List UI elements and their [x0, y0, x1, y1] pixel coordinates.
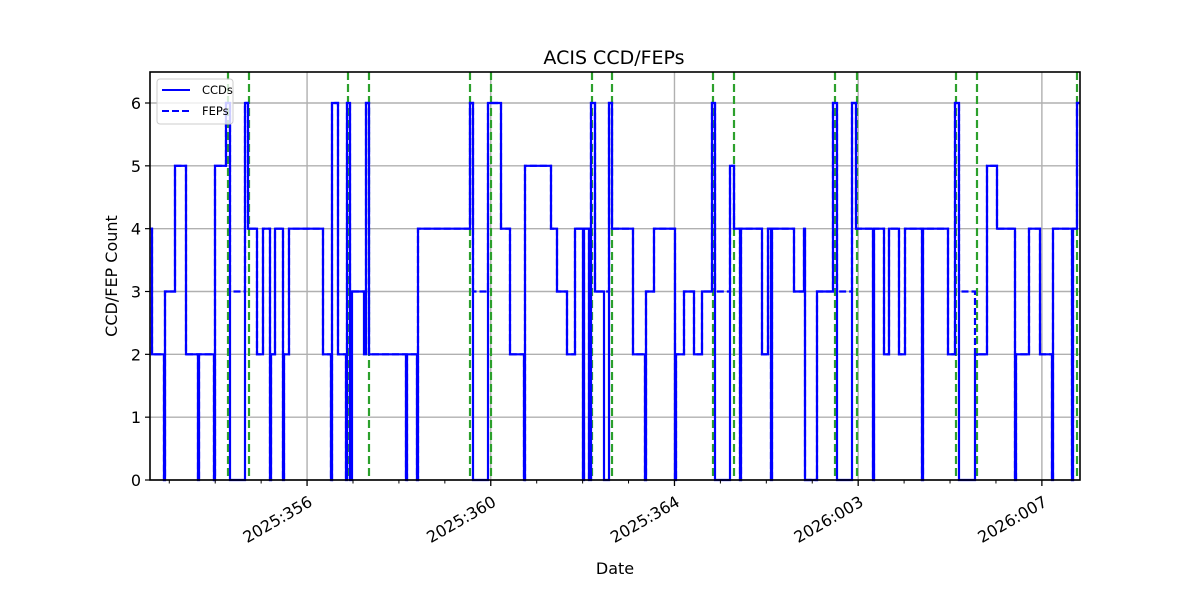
y-axis-label: CCD/FEP Count — [102, 215, 121, 337]
legend-feps-label: FEPs — [202, 104, 229, 118]
y-tick-label: 6 — [131, 94, 141, 113]
x-axis-label: Date — [596, 559, 634, 578]
y-tick-label: 1 — [131, 408, 141, 427]
y-tick-label: 0 — [131, 471, 141, 490]
y-tick-label: 3 — [131, 283, 141, 302]
y-tick-label: 5 — [131, 157, 141, 176]
y-axis-ticks: 0 1 2 3 4 5 6 — [131, 94, 150, 490]
feps-line — [150, 101, 1080, 482]
data-series — [150, 101, 1080, 482]
y-tick-label: 2 — [131, 345, 141, 364]
plot-frame — [149, 71, 1081, 481]
chart-title: ACIS CCD/FEPs — [543, 47, 684, 69]
y-tick-label: 4 — [131, 220, 141, 239]
legend: CCDs FEPs — [156, 78, 234, 125]
legend-ccds-label: CCDs — [202, 83, 233, 97]
